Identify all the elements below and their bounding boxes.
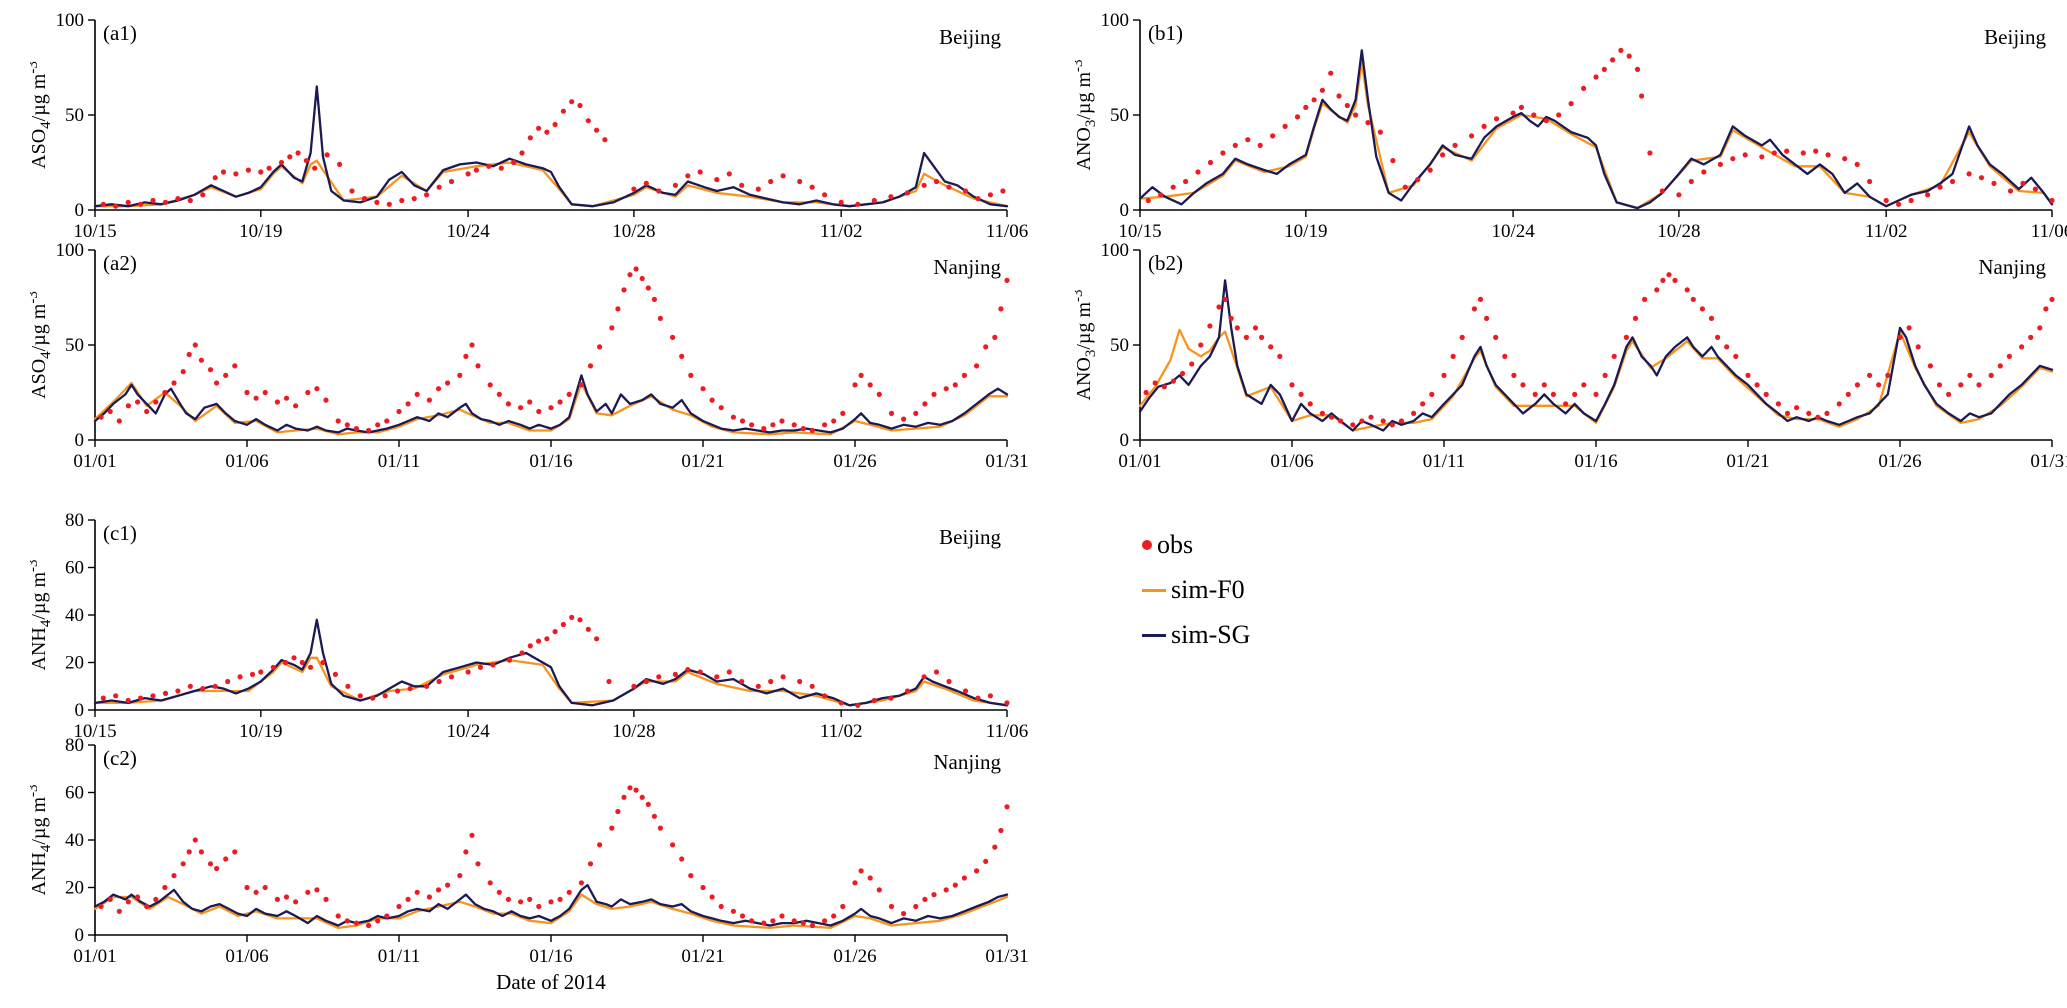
panel-a1-chart: 0 50 100 10/15 10/19 10/24 10/28 11/02 11/06 ASO4…	[25, 10, 1042, 253]
svg-text:ASO4/µg m-3: ASO4/µg m-3	[30, 291, 54, 399]
svg-text:11/02: 11/02	[820, 721, 863, 742]
svg-text:01/16: 01/16	[1574, 451, 1617, 472]
legend-item-obs: obs	[1142, 530, 1250, 560]
svg-text:11/02: 11/02	[1865, 221, 1908, 242]
svg-text:10/24: 10/24	[446, 221, 490, 242]
svg-text:01/16: 01/16	[529, 451, 572, 472]
svg-text:11/06: 11/06	[986, 721, 1029, 742]
svg-text:10/15: 10/15	[73, 721, 116, 742]
svg-text:40: 40	[65, 605, 84, 626]
svg-text:Nanjing: Nanjing	[1978, 255, 2046, 279]
svg-text:Beijing: Beijing	[1984, 25, 2046, 49]
svg-text:100: 100	[1101, 10, 1130, 31]
svg-text:10/15: 10/15	[1118, 221, 1161, 242]
svg-text:100: 100	[1101, 240, 1130, 261]
svg-text:01/06: 01/06	[225, 946, 268, 967]
svg-text:01/31: 01/31	[2030, 451, 2067, 472]
svg-text:01/01: 01/01	[1118, 451, 1161, 472]
svg-text:11/06: 11/06	[2031, 221, 2067, 242]
svg-text:01/06: 01/06	[1270, 451, 1313, 472]
svg-text:(a1): (a1)	[103, 21, 137, 45]
svg-text:11/02: 11/02	[820, 221, 863, 242]
svg-text:10/24: 10/24	[446, 721, 490, 742]
svg-text:10/19: 10/19	[239, 721, 282, 742]
svg-text:0: 0	[1120, 430, 1130, 451]
svg-text:0: 0	[75, 700, 85, 721]
svg-text:01/11: 01/11	[378, 946, 421, 967]
obs-dot-icon	[1142, 540, 1152, 550]
svg-text:Beijing: Beijing	[939, 25, 1001, 49]
svg-text:01/21: 01/21	[681, 946, 724, 967]
svg-text:Nanjing: Nanjing	[933, 750, 1001, 774]
svg-text:80: 80	[65, 510, 84, 531]
legend-item-sim-sg: sim-SG	[1142, 620, 1250, 650]
svg-text:40: 40	[65, 830, 84, 851]
svg-text:ANO3/µg m-3: ANO3/µg m-3	[1075, 290, 1099, 401]
svg-text:50: 50	[65, 335, 84, 356]
svg-text:01/11: 01/11	[378, 451, 421, 472]
svg-text:0: 0	[1120, 200, 1130, 221]
legend-label-sim-f0: sim-F0	[1171, 575, 1245, 604]
svg-text:60: 60	[65, 558, 84, 579]
svg-text:ASO4/µg m-3: ASO4/µg m-3	[30, 61, 54, 169]
svg-text:01/01: 01/01	[73, 946, 116, 967]
legend-label-sim-sg: sim-SG	[1171, 620, 1251, 649]
svg-text:01/21: 01/21	[1726, 451, 1769, 472]
svg-text:80: 80	[65, 735, 84, 756]
svg-text:ANH4/µg m-3: ANH4/µg m-3	[30, 560, 54, 671]
svg-text:ANH4/µg m-3: ANH4/µg m-3	[30, 785, 54, 896]
panel-b1-chart: 0 50 100 10/15 10/19 10/24 10/28 11/02 11/06 ANO3…	[1070, 10, 2067, 253]
sim-f0-line-icon	[1142, 588, 1166, 592]
svg-text:100: 100	[56, 240, 85, 261]
svg-text:100: 100	[56, 10, 85, 31]
svg-text:01/26: 01/26	[833, 946, 876, 967]
svg-text:(b1): (b1)	[1148, 21, 1183, 45]
svg-text:01/06: 01/06	[225, 451, 268, 472]
svg-text:20: 20	[65, 878, 84, 899]
svg-text:(c2): (c2)	[103, 746, 137, 770]
svg-text:10/28: 10/28	[1657, 221, 1700, 242]
svg-text:60: 60	[65, 783, 84, 804]
panel-a2-chart: 0 50 100 01/01 01/06 01/11 01/16 01/21 01/26 01/3…	[25, 240, 1042, 483]
svg-text:(c1): (c1)	[103, 521, 137, 545]
svg-text:11/06: 11/06	[986, 221, 1029, 242]
svg-text:50: 50	[1110, 335, 1129, 356]
panel-c1-chart: 0 20 40 60 80 10/15 10/19 10/24 10/28 11/02 11/06 A…	[25, 510, 1042, 753]
panel-c2-chart: 0 20 40 60 80 01/01 01/06 01/11 01/16 01/21 01/26 0…	[25, 735, 1042, 998]
svg-text:01/11: 01/11	[1423, 451, 1466, 472]
svg-text:01/01: 01/01	[73, 451, 116, 472]
svg-text:50: 50	[65, 105, 84, 126]
svg-text:0: 0	[75, 925, 85, 946]
svg-text:10/24: 10/24	[1491, 221, 1535, 242]
svg-text:01/26: 01/26	[1878, 451, 1921, 472]
svg-text:50: 50	[1110, 105, 1129, 126]
svg-text:Nanjing: Nanjing	[933, 255, 1001, 279]
panel-b2-chart: 0 50 100 01/01 01/06 01/11 01/16 01/21 01/26 01/3…	[1070, 240, 2067, 483]
svg-text:20: 20	[65, 653, 84, 674]
legend-item-sim-f0: sim-F0	[1142, 575, 1250, 605]
svg-text:01/16: 01/16	[529, 946, 572, 967]
svg-text:10/15: 10/15	[73, 221, 116, 242]
svg-text:Beijing: Beijing	[939, 525, 1001, 549]
sim-sg-line-icon	[1142, 633, 1166, 637]
svg-text:Date of 2014: Date of 2014	[496, 970, 606, 993]
svg-text:01/21: 01/21	[681, 451, 724, 472]
svg-text:0: 0	[75, 200, 85, 221]
svg-text:10/19: 10/19	[239, 221, 282, 242]
svg-text:10/28: 10/28	[612, 221, 655, 242]
svg-text:10/19: 10/19	[1284, 221, 1327, 242]
svg-text:ANO3/µg m-3: ANO3/µg m-3	[1075, 60, 1099, 171]
svg-text:01/31: 01/31	[985, 946, 1028, 967]
svg-text:10/28: 10/28	[612, 721, 655, 742]
svg-text:(b2): (b2)	[1148, 251, 1183, 275]
svg-text:01/26: 01/26	[833, 451, 876, 472]
svg-text:0: 0	[75, 430, 85, 451]
legend-label-obs: obs	[1157, 530, 1194, 559]
svg-text:(a2): (a2)	[103, 251, 137, 275]
legend: obs sim-F0 sim-SG	[1142, 530, 1250, 650]
svg-text:01/31: 01/31	[985, 451, 1028, 472]
